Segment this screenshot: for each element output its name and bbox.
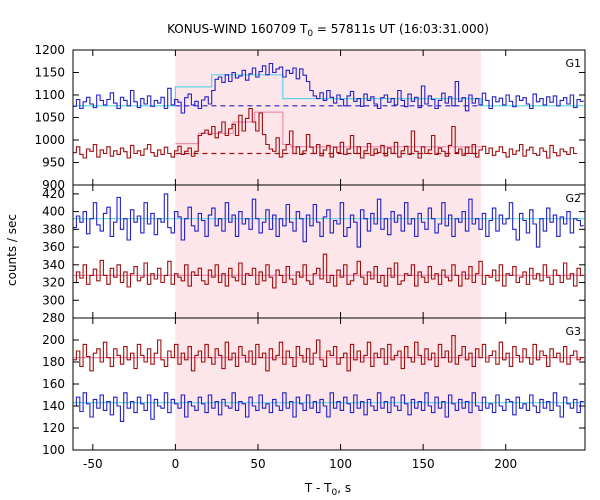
- panel-name-label: G3: [565, 325, 581, 338]
- y-tick-label: 1050: [34, 111, 65, 125]
- y-tick-label: 280: [42, 311, 65, 325]
- y-tick-label: 360: [42, 240, 65, 254]
- panel-g3: 100 120 140 160 180 200 G3: [42, 317, 586, 457]
- y-tick-label: 300: [42, 293, 65, 307]
- x-axis-label: T - T0, s: [304, 481, 351, 498]
- burst-interval-highlight: [175, 50, 481, 450]
- y-tick-label: 1100: [34, 88, 65, 102]
- series-histogram-blue: [73, 62, 584, 114]
- y-tick-label: 420: [42, 187, 65, 201]
- series-histogram-blue: [73, 392, 584, 422]
- model-step-cyan: [73, 74, 585, 107]
- panel-name-label: G1: [565, 57, 581, 70]
- y-tick-label: 1200: [34, 43, 65, 57]
- y-tick-label: 1150: [34, 66, 65, 80]
- y-tick-label: 1000: [34, 133, 65, 147]
- y-tick-label: 120: [42, 421, 65, 435]
- series-histogram-red: [73, 253, 584, 289]
- y-tick-label: 380: [42, 222, 65, 236]
- series-histogram-red: [73, 335, 584, 372]
- x-tick-label: 150: [412, 457, 435, 471]
- y-tick-label: 900: [42, 178, 65, 192]
- x-tick-label: 200: [494, 457, 517, 471]
- plot-area: 90095010001050110011501200G1280300320340…: [34, 43, 586, 471]
- panel-name-label: G2: [565, 192, 581, 205]
- y-tick-label: 160: [42, 377, 65, 391]
- x-tick-label: -50: [83, 457, 103, 471]
- chart-title: KONUS-WIND 160709 T0 = 57811s UT (16:03:…: [167, 22, 489, 39]
- y-tick-label: 320: [42, 276, 65, 290]
- x-tick-label: 0: [172, 457, 180, 471]
- x-tick-label: 50: [250, 457, 265, 471]
- series-histogram-red: [73, 107, 577, 159]
- y-tick-label: 200: [42, 333, 65, 347]
- panel-g1: 900 950 1000 1050 1100 1150 1200 G1: [34, 43, 586, 192]
- y-tick-label: 140: [42, 399, 65, 413]
- y-tick-label: 180: [42, 355, 65, 369]
- y-tick-label: 340: [42, 258, 65, 272]
- x-tick-label: 100: [329, 457, 352, 471]
- y-axis-label: counts / sec: [5, 214, 19, 286]
- y-tick-label: 100: [42, 443, 65, 457]
- y-tick-label: 950: [42, 156, 65, 170]
- y-tick-label: 400: [42, 205, 65, 219]
- series-histogram-blue: [73, 193, 584, 248]
